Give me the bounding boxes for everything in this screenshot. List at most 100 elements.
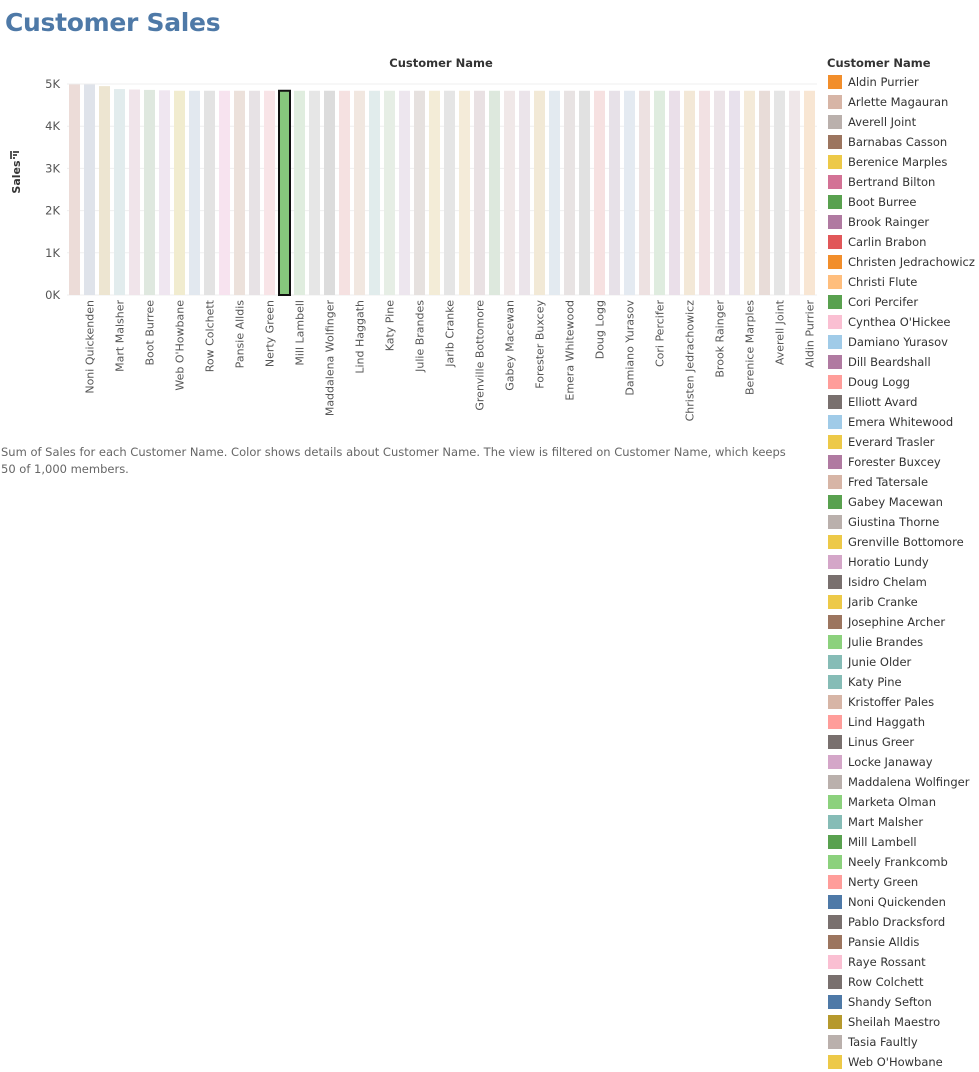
- bar-averell-joint[interactable]: [774, 90, 785, 295]
- legend-item[interactable]: Julie Brandes: [827, 632, 979, 652]
- bar-item-28[interactable]: [489, 90, 500, 295]
- legend-item[interactable]: Raye Rossant: [827, 952, 979, 972]
- legend-item[interactable]: Barnabas Casson: [827, 132, 979, 152]
- bar-emera-whitewood[interactable]: [564, 90, 575, 295]
- legend-item[interactable]: Lind Haggath: [827, 712, 979, 732]
- bar-item-14[interactable]: [278, 89, 291, 296]
- bar-item-34[interactable]: [579, 90, 590, 295]
- bar-item-40[interactable]: [669, 90, 680, 295]
- legend-item[interactable]: Locke Janaway: [827, 752, 979, 772]
- legend-item[interactable]: Carlin Brabon: [827, 232, 979, 252]
- bar-item-26[interactable]: [459, 90, 470, 295]
- legend-item[interactable]: Doug Logg: [827, 372, 979, 392]
- legend-item[interactable]: Giustina Thorne: [827, 512, 979, 532]
- bar-item-12[interactable]: [249, 90, 260, 295]
- legend-item[interactable]: Emera Whitewood: [827, 412, 979, 432]
- legend-item[interactable]: Grenville Bottomore: [827, 532, 979, 552]
- legend-item[interactable]: Pablo Dracksford: [827, 912, 979, 932]
- legend-item[interactable]: Row Colchett: [827, 972, 979, 992]
- legend-item[interactable]: Arlette Magauran: [827, 92, 979, 112]
- legend-item[interactable]: Averell Joint: [827, 112, 979, 132]
- bar-lind-haggath[interactable]: [354, 90, 365, 295]
- bar-forester-buxcey[interactable]: [534, 90, 545, 295]
- legend-item[interactable]: Everard Trasler: [827, 432, 979, 452]
- bar-item-24[interactable]: [429, 90, 440, 295]
- legend-item[interactable]: Maddalena Wolfinger: [827, 772, 979, 792]
- bar-item-38[interactable]: [639, 90, 650, 295]
- legend-item[interactable]: Damiano Yurasov: [827, 332, 979, 352]
- bar-item-36[interactable]: [609, 90, 620, 295]
- legend-item[interactable]: Elliott Avard: [827, 392, 979, 412]
- bar-item-6[interactable]: [159, 90, 170, 295]
- bar-item-18[interactable]: [339, 90, 350, 295]
- legend-item[interactable]: Nerty Green: [827, 872, 979, 892]
- legend-item[interactable]: Dill Beardshall: [827, 352, 979, 372]
- legend-item[interactable]: Gabey Macewan: [827, 492, 979, 512]
- bar-cori-percifer[interactable]: [654, 90, 665, 295]
- legend-item[interactable]: Cynthea O'Hickee: [827, 312, 979, 332]
- legend-item[interactable]: Pansie Alldis: [827, 932, 979, 952]
- legend-item[interactable]: Horatio Lundy: [827, 552, 979, 572]
- bar-jarib-cranke[interactable]: [444, 90, 455, 295]
- legend-item[interactable]: Junie Older: [827, 652, 979, 672]
- legend-item[interactable]: Mill Lambell: [827, 832, 979, 852]
- legend-item[interactable]: Linus Greer: [827, 732, 979, 752]
- bar-item-32[interactable]: [549, 90, 560, 295]
- legend-item[interactable]: Jarib Cranke: [827, 592, 979, 612]
- bar-web-o-howbane[interactable]: [174, 90, 185, 295]
- bar-grenville-bottomore[interactable]: [474, 90, 485, 295]
- legend-item[interactable]: Cori Percifer: [827, 292, 979, 312]
- bar-item-4[interactable]: [129, 89, 140, 296]
- bar-maddalena-wolfinger[interactable]: [324, 90, 335, 295]
- bar-brook-rainger[interactable]: [714, 90, 725, 295]
- legend-item[interactable]: Sheilah Maestro: [827, 1012, 979, 1032]
- bar-item-20[interactable]: [369, 90, 380, 295]
- bar-damiano-yurasov[interactable]: [624, 90, 635, 295]
- bar-katy-pine[interactable]: [384, 90, 395, 295]
- legend-item[interactable]: Bertrand Bilton: [827, 172, 979, 192]
- bar-aldin-purrier[interactable]: [804, 90, 815, 295]
- legend-item[interactable]: Tasia Faultly: [827, 1032, 979, 1052]
- bar-noni-quickenden[interactable]: [84, 84, 95, 295]
- bar-berenice-marples[interactable]: [744, 90, 755, 295]
- legend-item[interactable]: Kristoffer Pales: [827, 692, 979, 712]
- sort-descending-icon[interactable]: [10, 151, 19, 159]
- legend-item[interactable]: Aldin Purrier: [827, 72, 979, 92]
- legend-item[interactable]: Mart Malsher: [827, 812, 979, 832]
- legend-item[interactable]: Berenice Marples: [827, 152, 979, 172]
- bar-item-22[interactable]: [399, 90, 410, 295]
- bars[interactable]: [69, 84, 815, 296]
- y-axis-title-group[interactable]: Sales: [10, 151, 23, 194]
- bar-item-2[interactable]: [99, 86, 110, 295]
- bar-row-colchett[interactable]: [204, 90, 215, 295]
- bar-mill-lambell[interactable]: [294, 90, 305, 295]
- bar-item-16[interactable]: [309, 90, 320, 295]
- legend-item[interactable]: Brook Rainger: [827, 212, 979, 232]
- bar-item-0[interactable]: [69, 84, 80, 295]
- legend-item[interactable]: Boot Burree: [827, 192, 979, 212]
- bar-doug-logg[interactable]: [594, 90, 605, 295]
- legend-item[interactable]: Noni Quickenden: [827, 892, 979, 912]
- bar-boot-burree[interactable]: [144, 89, 155, 296]
- bar-item-44[interactable]: [729, 90, 740, 295]
- legend-item[interactable]: Katy Pine: [827, 672, 979, 692]
- bar-gabey-macewan[interactable]: [504, 90, 515, 295]
- legend-item[interactable]: Christen Jedrachowicz: [827, 252, 979, 272]
- legend-item[interactable]: Neely Frankcomb: [827, 852, 979, 872]
- legend-item[interactable]: Fred Tatersale: [827, 472, 979, 492]
- bar-christen-jedrachowicz[interactable]: [684, 90, 695, 295]
- bar-julie-brandes[interactable]: [414, 90, 425, 295]
- legend-item[interactable]: Josephine Archer: [827, 612, 979, 632]
- bar-mart-malsher[interactable]: [114, 89, 125, 296]
- bar-item-48[interactable]: [789, 90, 800, 295]
- bar-item-42[interactable]: [699, 90, 710, 295]
- legend-item[interactable]: Web O'Howbane: [827, 1052, 979, 1072]
- legend-item[interactable]: Shandy Sefton: [827, 992, 979, 1012]
- bar-pansie-alldis[interactable]: [234, 90, 245, 295]
- bar-item-10[interactable]: [219, 90, 230, 295]
- bar-nerty-green[interactable]: [264, 90, 275, 295]
- legend-item[interactable]: Christi Flute: [827, 272, 979, 292]
- legend-item[interactable]: Marketa Olman: [827, 792, 979, 812]
- legend-item[interactable]: Forester Buxcey: [827, 452, 979, 472]
- bar-item-30[interactable]: [519, 90, 530, 295]
